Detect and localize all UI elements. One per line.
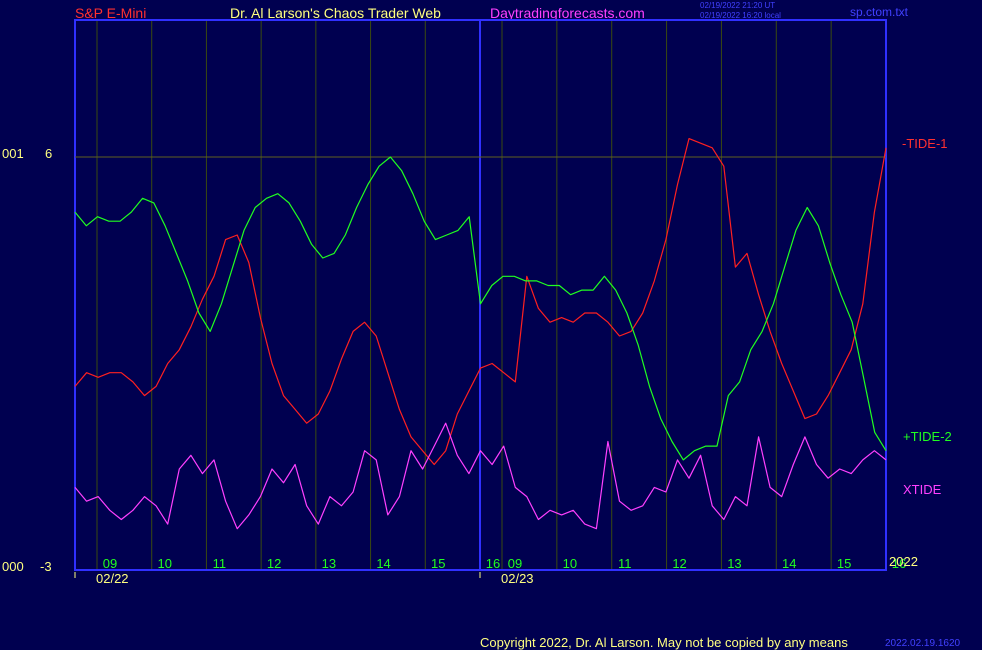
chart-code: 2022.02.19.1620 (885, 638, 961, 649)
hour-tick-label: 13 (322, 556, 336, 571)
y-bottom-prefix: 000 (2, 559, 24, 574)
hour-tick-label: 16 (892, 556, 906, 571)
day-label-1: 02/22 (96, 571, 129, 586)
hour-tick-label: 10 (157, 556, 171, 571)
series-line-0 (74, 138, 887, 466)
hour-tick-label: 12 (672, 556, 686, 571)
hour-tick-labels: 09 10 11 12 13 14 15 16 09 10 11 12 13 14 15 16 (103, 556, 906, 571)
hour-tick-label: 15 (431, 556, 445, 571)
hour-gridlines (96, 20, 887, 570)
hour-tick-label: 11 (618, 556, 632, 571)
hour-tick-label: 09 (508, 556, 522, 571)
legend-tide2: +TIDE-2 (903, 429, 952, 444)
copyright-notice: Copyright 2022, Dr. Al Larson. May not b… (480, 635, 848, 650)
legend-tide1: -TIDE-1 (902, 136, 948, 151)
symbol-label: S&P E-Mini (75, 5, 147, 21)
hour-tick-label: 12 (267, 556, 281, 571)
y-top-prefix: 001 (2, 146, 24, 161)
chart-title: Dr. Al Larson's Chaos Trader Web (230, 5, 441, 21)
hour-tick-label: 13 (727, 556, 741, 571)
hour-tick-label: 11 (213, 556, 227, 571)
hour-tick-label: 14 (376, 556, 390, 571)
hour-tick-label: 09 (103, 556, 117, 571)
hour-tick-label: 16 (486, 556, 500, 571)
timestamp-ut: 02/19/2022 21:20 UT (700, 1, 776, 10)
y-top-label: 6 (45, 146, 52, 161)
hour-tick-label: 14 (782, 556, 796, 571)
series-line-1 (74, 156, 887, 461)
data-file-label: sp.ctom.txt (850, 5, 909, 19)
series-line-2 (74, 422, 887, 530)
site-link[interactable]: Daytradingforecasts.com (490, 5, 645, 21)
legend-xtide: XTIDE (903, 482, 942, 497)
hour-tick-label: 10 (563, 556, 577, 571)
year-label: 2022 (889, 554, 918, 569)
timestamp-local: 02/19/2022 16:20 local (700, 11, 781, 20)
series-lines (74, 138, 887, 530)
day-label-2: 02/23 (501, 571, 534, 586)
hour-tick-label: 15 (837, 556, 851, 571)
y-bottom-label: -3 (40, 559, 52, 574)
